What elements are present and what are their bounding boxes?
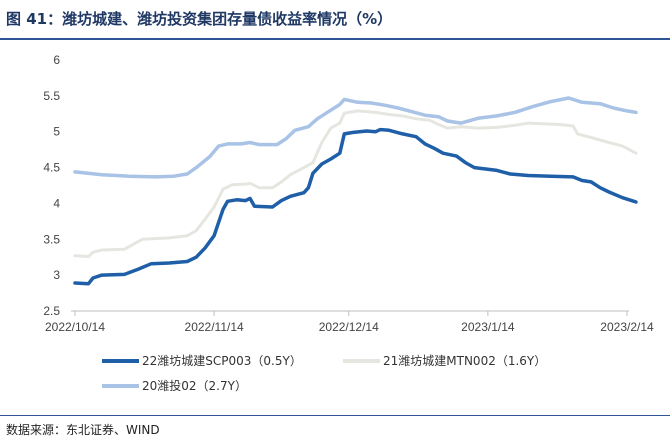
- series-layer: [73, 96, 638, 286]
- chart-legend: 22潍坊城建SCP003（0.5Y） 21潍坊城建MTN002（1.6Y） 20潍投…: [102, 353, 546, 393]
- y-tick-label: 6: [53, 53, 60, 67]
- y-tick-label: 5.5: [43, 89, 60, 103]
- x-tick-label: 2022/10/14: [45, 320, 105, 334]
- title-bar: 图 41：潍坊城建、潍坊投资集团存量债收益率情况（%）: [0, 0, 670, 36]
- x-tick-label: 2023/1/14: [461, 320, 515, 334]
- x-tick-label: 2023/2/14: [600, 320, 654, 334]
- source-rule: [0, 415, 670, 416]
- chart-axes: 2.5 3 3.5 4 4.5 5 5.5 6 2022/10/14 2022/11/14 2022…: [43, 53, 654, 334]
- legend-label: 21潍坊城建MTN002（1.6Y）: [383, 353, 546, 368]
- legend-label: 20潍投02（2.7Y）: [142, 378, 247, 393]
- figure-title: 图 41：潍坊城建、潍坊投资集团存量债收益率情况（%）: [6, 10, 393, 28]
- title-rule: [0, 38, 670, 40]
- series-line-2: [73, 96, 638, 179]
- yield-line-chart: 2.5 3 3.5 4 4.5 5 5.5 6 2022/10/14 2022/11/14 2022…: [43, 53, 654, 393]
- x-tick-label: 2022/12/14: [319, 320, 379, 334]
- y-tick-label: 4: [53, 196, 60, 210]
- series-line-1: [73, 109, 638, 258]
- y-tick-label: 5: [53, 125, 60, 139]
- y-tick-label: 2.5: [43, 304, 60, 318]
- y-tick-label: 3.5: [43, 232, 60, 246]
- series-line-0: [73, 127, 638, 286]
- data-source: 数据来源：东北证券、WIND: [6, 423, 160, 437]
- y-tick-label: 3: [53, 268, 60, 282]
- legend-label: 22潍坊城建SCP003（0.5Y）: [142, 353, 302, 368]
- y-tick-label: 4.5: [43, 161, 60, 175]
- x-tick-label: 2022/11/14: [185, 320, 244, 334]
